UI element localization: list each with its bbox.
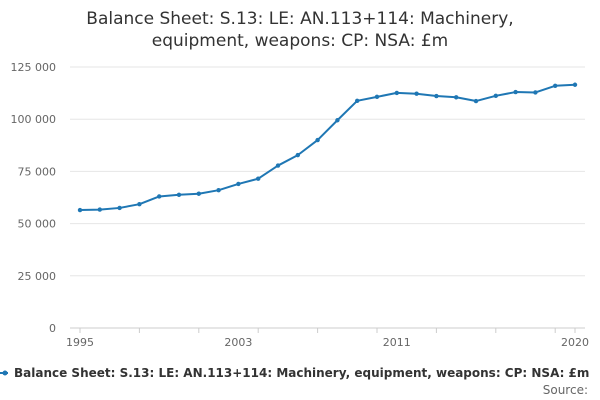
data-point[interactable] — [533, 90, 538, 95]
chart-title-line-1: Balance Sheet: S.13: LE: AN.113+114: Mac… — [86, 9, 513, 29]
data-point[interactable] — [374, 94, 380, 100]
data-point[interactable] — [473, 98, 479, 104]
data-point[interactable] — [137, 201, 142, 207]
y-tick-label: 75 000 — [18, 165, 57, 178]
data-point[interactable] — [275, 163, 281, 168]
data-point[interactable] — [216, 187, 221, 193]
data-point[interactable] — [493, 93, 498, 99]
x-tick-label: 2020 — [561, 336, 589, 349]
data-point[interactable] — [295, 152, 300, 158]
data-point[interactable] — [454, 95, 459, 100]
data-point[interactable] — [572, 82, 578, 87]
legend: Balance Sheet: S.13: LE: AN.113+114: Mac… — [0, 366, 589, 380]
x-tick-label: 2003 — [224, 336, 252, 349]
chart-title-line-2: equipment, weapons: CP: NSA: £m — [152, 31, 448, 51]
y-tick-label: 125 000 — [11, 61, 57, 74]
data-point[interactable] — [335, 118, 340, 123]
grid-lines — [70, 66, 585, 329]
series-line — [79, 83, 576, 212]
series-layer — [77, 82, 578, 213]
data-point[interactable] — [553, 83, 558, 88]
data-point[interactable] — [394, 90, 399, 96]
data-point[interactable] — [117, 205, 122, 211]
data-point[interactable] — [97, 207, 103, 212]
x-tick-label: 2011 — [383, 336, 411, 349]
data-point[interactable] — [176, 192, 182, 197]
y-tick-label: 100 000 — [11, 113, 57, 126]
legend-swatch-marker — [2, 370, 8, 376]
data-point[interactable] — [355, 98, 360, 104]
source-label: Source: — [543, 383, 588, 397]
data-point[interactable] — [315, 137, 320, 143]
data-point[interactable] — [236, 181, 241, 187]
data-point[interactable] — [196, 191, 201, 196]
x-axis: 1995 2003 2011 2020 — [66, 328, 589, 349]
x-tick-label: 1995 — [66, 336, 94, 349]
legend-label: Balance Sheet: S.13: LE: AN.113+114: Mac… — [14, 366, 589, 380]
data-point[interactable] — [256, 176, 261, 181]
y-tick-label: 50 000 — [18, 218, 57, 231]
data-point[interactable] — [157, 194, 162, 199]
data-point[interactable] — [434, 93, 439, 99]
y-tick-label: 25 000 — [18, 270, 57, 283]
y-axis-tick-labels: 0 25 000 50 000 75 000 100 000 125 000 — [11, 61, 57, 335]
y-tick-label: 0 — [49, 322, 56, 335]
data-point[interactable] — [414, 91, 419, 96]
data-point[interactable] — [77, 207, 83, 213]
data-point[interactable] — [513, 89, 518, 95]
